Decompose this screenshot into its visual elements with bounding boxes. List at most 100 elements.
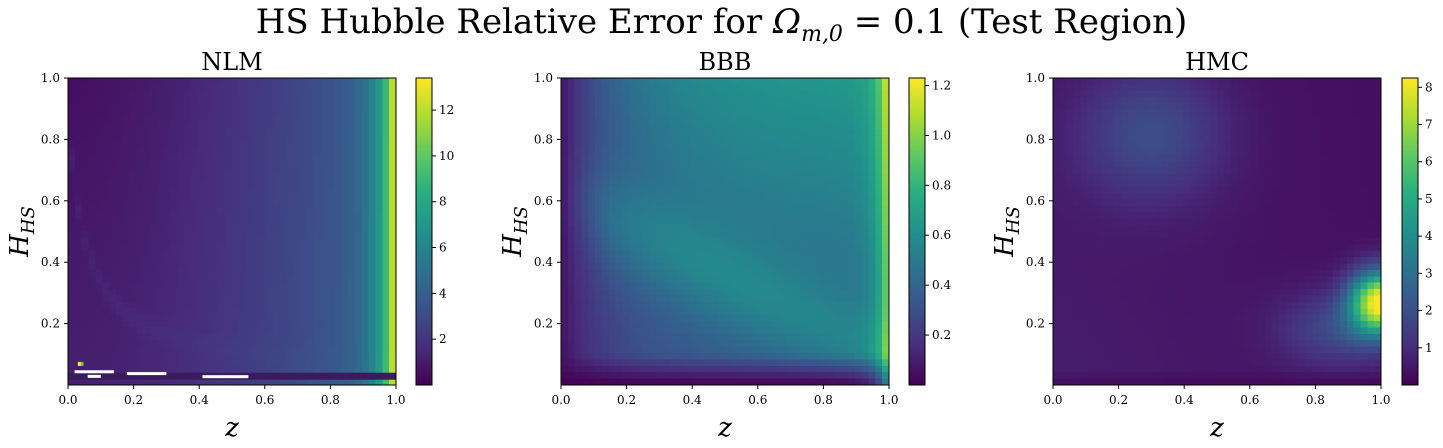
heatmap-cell	[759, 173, 767, 181]
heatmap-cell	[150, 148, 158, 156]
heatmap-cell	[95, 231, 103, 239]
heatmap-cell	[177, 301, 185, 309]
heatmap-cell	[779, 97, 788, 105]
heatmap-cell	[218, 129, 226, 137]
heatmap-cell	[718, 186, 726, 194]
heatmap-cell	[74, 308, 83, 316]
heatmap-cell	[711, 295, 719, 303]
heatmap-cell	[615, 135, 624, 143]
heatmap-cell	[334, 205, 342, 213]
gap-segment	[127, 372, 167, 376]
heatmap-cell	[259, 218, 267, 226]
heatmap-cell	[834, 161, 842, 169]
heatmap-cell	[266, 84, 274, 92]
heatmap-cell	[868, 327, 876, 335]
heatmap-cell	[300, 365, 308, 373]
heatmap-cell	[588, 97, 596, 105]
heatmap-cell	[191, 167, 199, 175]
heatmap-cell	[602, 244, 610, 252]
heatmap-cell	[738, 333, 747, 341]
heatmap-cell	[704, 333, 712, 341]
heatmap-cell	[368, 193, 377, 201]
heatmap-cell	[1053, 231, 1061, 239]
heatmap-cell	[129, 167, 137, 175]
heatmap-cell	[197, 116, 206, 124]
heatmap-cell	[581, 378, 589, 386]
heatmap-cell	[225, 282, 233, 290]
heatmap-cell	[109, 122, 117, 130]
heatmap-cell	[704, 257, 712, 265]
heatmap-cell	[74, 186, 83, 194]
heatmap-cell	[848, 346, 856, 354]
heatmap-cell	[1087, 353, 1095, 361]
heatmap-cell	[670, 205, 678, 213]
heatmap-cell	[875, 135, 883, 143]
heatmap-cell	[848, 167, 856, 175]
heatmap-cell	[608, 205, 617, 213]
heatmap-cell	[861, 359, 870, 367]
heatmap-cell	[361, 225, 370, 233]
heatmap-cell	[690, 301, 699, 309]
heatmap-cell	[320, 353, 329, 361]
heatmap-cell	[766, 205, 774, 213]
heatmap-cell	[368, 263, 377, 271]
heatmap-cell	[854, 244, 863, 252]
heatmap-cell	[314, 340, 322, 348]
heatmap-cell	[875, 84, 883, 92]
heatmap-cell	[677, 365, 685, 373]
heatmap-cell	[88, 244, 96, 252]
heatmap-cell	[759, 289, 767, 297]
heatmap-cell	[595, 378, 603, 386]
heatmap-cell	[848, 154, 856, 162]
heatmap-cell	[690, 199, 699, 207]
heatmap-cell	[355, 333, 363, 341]
heatmap-cell	[622, 161, 630, 169]
heatmap-cell	[197, 314, 206, 322]
heatmap-cell	[786, 237, 794, 245]
heatmap-cell	[779, 301, 788, 309]
heatmap-cell	[163, 378, 172, 386]
heatmap-cell	[670, 314, 678, 322]
heatmap-cell	[382, 321, 390, 329]
heatmap-cell	[320, 301, 329, 309]
heatmap-cell	[95, 180, 103, 188]
heatmap-cell	[286, 186, 295, 194]
heatmap-cell	[177, 308, 185, 316]
heatmap-cell	[561, 353, 569, 361]
heatmap-cell	[731, 263, 740, 271]
heatmap-cell	[293, 327, 301, 335]
heatmap-cell	[731, 161, 740, 169]
heatmap-cell	[184, 225, 192, 233]
heatmap-cell	[875, 346, 883, 354]
heatmap-cell	[772, 103, 781, 111]
heatmap-cell	[355, 122, 363, 130]
heatmap-cell	[300, 276, 308, 284]
heatmap-cell	[649, 97, 658, 105]
heatmap-cell	[320, 346, 329, 354]
heatmap-cell	[348, 154, 356, 162]
heatmap-cell	[684, 148, 692, 156]
heatmap-cell	[656, 205, 665, 213]
heatmap-cell	[389, 129, 397, 137]
heatmap-cell	[314, 167, 322, 175]
heatmap-cell	[663, 276, 671, 284]
heatmap-cell	[793, 199, 801, 207]
heatmap-cell	[574, 282, 583, 290]
heatmap-cell	[122, 346, 131, 354]
heatmap-cell	[1087, 116, 1095, 124]
heatmap-cell	[1059, 353, 1068, 361]
heatmap-cell	[68, 84, 76, 92]
heatmap-cell	[95, 103, 103, 111]
heatmap-cell	[273, 365, 281, 373]
heatmap-cell	[1053, 109, 1061, 117]
heatmap-cell	[820, 308, 829, 316]
heatmap-cell	[300, 237, 308, 245]
heatmap-cell	[150, 231, 158, 239]
heatmap-cell	[759, 340, 767, 348]
heatmap-cell	[95, 301, 103, 309]
heatmap-cell	[355, 289, 363, 297]
heatmap-cell	[252, 116, 260, 124]
heatmap-cell	[279, 295, 288, 303]
heatmap-cell	[320, 257, 329, 265]
heatmap-cell	[738, 167, 747, 175]
